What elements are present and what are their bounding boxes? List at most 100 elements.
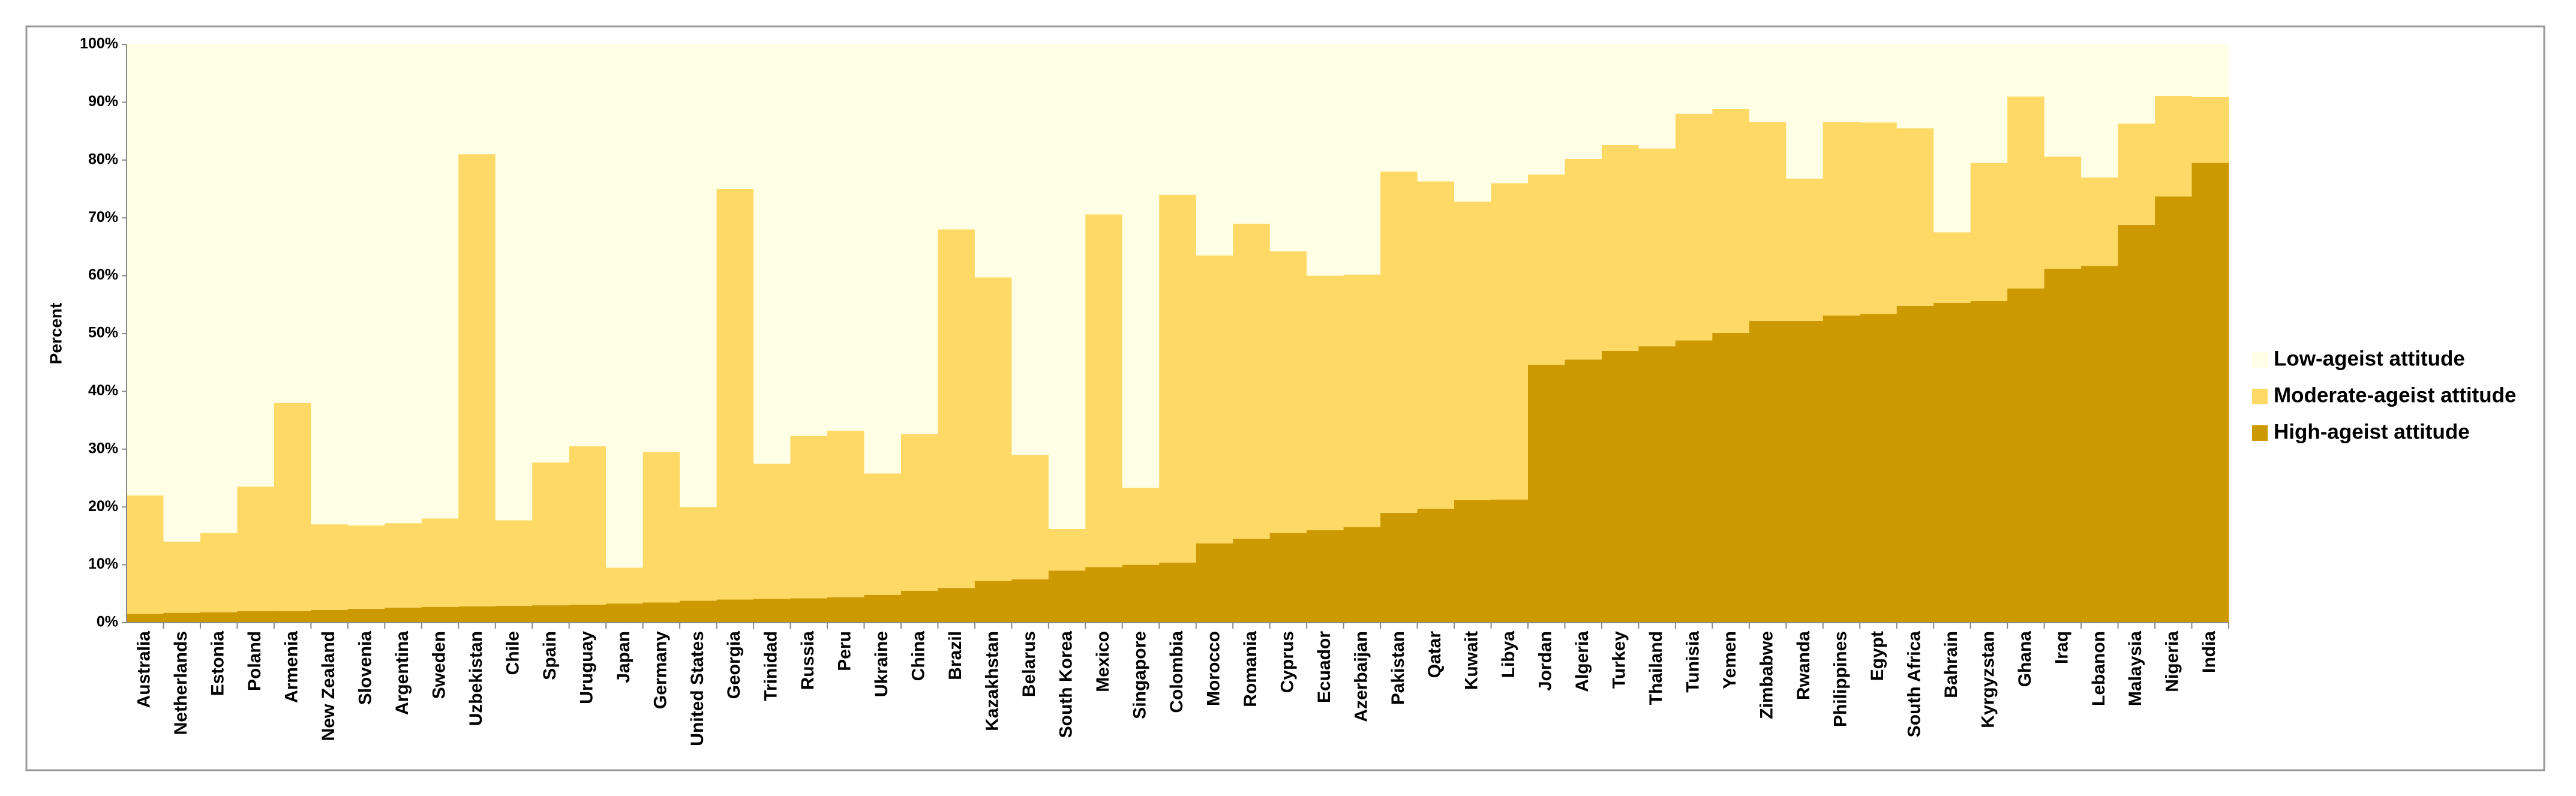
x-tick-label: South Africa — [1904, 631, 1924, 738]
x-tick-label: Argentina — [392, 631, 412, 715]
bar-segment — [2081, 266, 2119, 623]
x-tick-label: Algeria — [1572, 631, 1592, 692]
y-tick-label: 70% — [88, 209, 118, 226]
bar-segment — [2118, 224, 2155, 623]
bar-segment — [458, 44, 496, 155]
bar-segment — [1823, 316, 1860, 623]
bar-segment — [2044, 157, 2082, 269]
bar-segment — [532, 44, 570, 462]
bar-segment — [1454, 202, 1492, 500]
bar-segment — [1233, 539, 1271, 623]
bar-segment — [1122, 488, 1160, 565]
x-tick-label: China — [909, 631, 929, 681]
bar-segment — [1417, 509, 1455, 623]
bar-segment — [200, 44, 238, 533]
bar-segment — [2081, 44, 2119, 178]
x-tick-label: Thailand — [1646, 631, 1666, 705]
bar-segment — [1933, 44, 1971, 233]
legend-label: High-ageist attitude — [2274, 420, 2470, 443]
bar-segment — [1048, 528, 1086, 571]
bar-segment — [2007, 44, 2045, 97]
x-tick-label: Peru — [835, 631, 855, 671]
bar-segment — [1269, 44, 1307, 252]
bar-segment — [1601, 145, 1640, 351]
bar-segment — [1159, 562, 1197, 623]
x-tick-label: Tunisia — [1683, 631, 1703, 693]
legend-label: Moderate-ageist attitude — [2274, 383, 2517, 407]
bar-segment — [1269, 251, 1307, 533]
bar-segment — [1085, 214, 1123, 567]
bar-segment — [1860, 44, 1898, 123]
x-tick-label: Ecuador — [1314, 631, 1334, 703]
y-tick-label: 80% — [88, 151, 118, 167]
bar-segment — [1380, 512, 1418, 623]
bar-segment — [1011, 579, 1049, 623]
bar-segment — [1491, 183, 1529, 500]
bar-segment — [1565, 359, 1602, 623]
bar-segment — [864, 473, 902, 595]
bar-segment — [1196, 543, 1233, 623]
bar-segment — [1343, 527, 1381, 623]
bar-segment — [1675, 113, 1713, 341]
bar-segment — [2191, 163, 2229, 623]
legend-swatch — [2252, 425, 2268, 441]
x-tick-label: Russia — [798, 631, 818, 690]
bar-segment — [495, 606, 533, 623]
x-tick-label: Georgia — [724, 631, 744, 699]
bar-segment — [680, 44, 717, 507]
bar-segment — [1417, 181, 1455, 509]
bar-segment — [1528, 174, 1566, 365]
bar-segment — [827, 44, 865, 431]
x-tick-label: Azerbaijan — [1351, 631, 1371, 722]
bar-segment — [127, 495, 164, 614]
bar-segment — [1417, 44, 1455, 182]
bar-segment — [2191, 97, 2229, 163]
bar-segment — [1712, 333, 1750, 623]
x-tick-label: Poland — [245, 631, 265, 691]
bar-segment — [1638, 44, 1676, 149]
bar-segment — [274, 611, 311, 623]
bar-segment — [1159, 194, 1197, 563]
bar-segment — [1638, 148, 1676, 347]
bar-segment — [1860, 314, 1898, 623]
x-tick-label: Trinidad — [761, 631, 781, 701]
bar-segment — [163, 542, 201, 613]
bar-segment — [1085, 567, 1123, 623]
bar-segment — [974, 277, 1012, 581]
x-tick-label: Colombia — [1167, 631, 1187, 713]
x-tick-label: Rwanda — [1794, 631, 1814, 700]
bar-segment — [1823, 122, 1860, 316]
x-tick-label: Zimbabwe — [1757, 631, 1777, 719]
bar-segment — [495, 44, 533, 521]
x-tick-label: Japan — [614, 631, 634, 683]
bar-segment — [1933, 302, 1971, 623]
bar-segment — [1601, 44, 1640, 145]
x-tick-label: Spain — [540, 631, 560, 680]
y-tick-label: 100% — [80, 35, 118, 52]
bar-segment — [311, 44, 349, 525]
bar-segment — [1712, 44, 1750, 109]
bar-segment — [716, 189, 754, 600]
x-tick-label: Egypt — [1868, 631, 1887, 681]
bar-segment — [1122, 44, 1160, 488]
bar-segment — [311, 524, 349, 610]
x-tick-label: Uzbekistan — [466, 631, 486, 726]
bar-segment — [1675, 340, 1713, 623]
bar-segment — [1380, 172, 1418, 513]
bar-segment — [2007, 96, 2045, 289]
bar-segment — [385, 523, 422, 608]
bar-segment — [127, 44, 164, 495]
bar-segment — [1712, 109, 1750, 334]
bar-segment — [532, 462, 570, 606]
bar-segment — [606, 44, 644, 568]
bar-segment — [1011, 455, 1049, 579]
bar-segment — [1565, 158, 1602, 360]
x-tick-label: Kyrgyzstan — [1978, 631, 1998, 728]
x-tick-label: Chile — [503, 631, 523, 675]
x-tick-label: Nigeria — [2163, 631, 2182, 692]
x-tick-label: Yemen — [1720, 631, 1740, 689]
x-tick-label: Bahrain — [1941, 631, 1961, 698]
bar-segment — [1860, 122, 1898, 314]
bar-segment — [606, 567, 644, 604]
